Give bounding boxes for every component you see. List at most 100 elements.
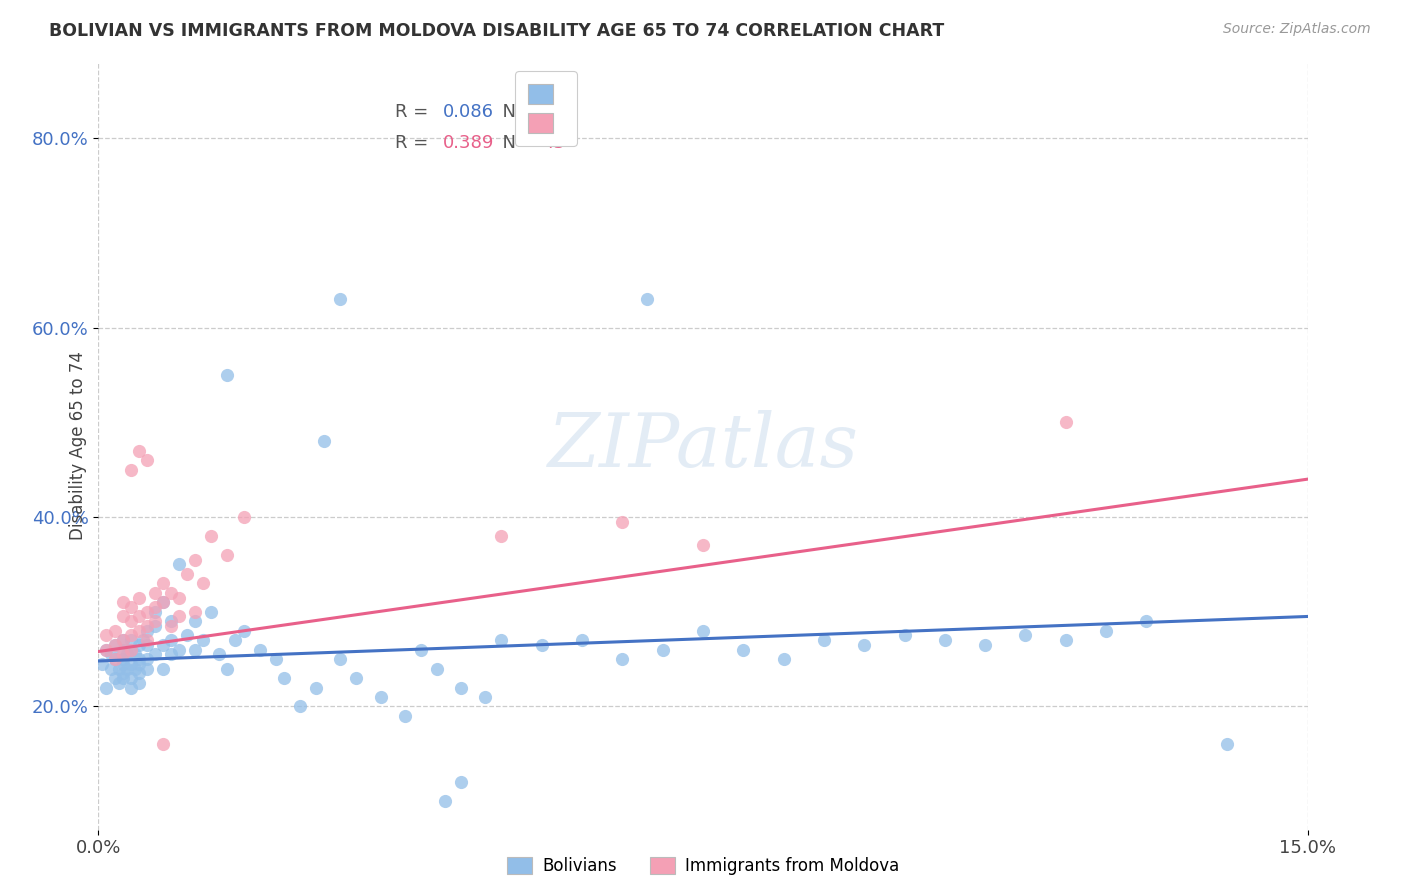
Point xyxy=(217,662,239,676)
Point xyxy=(232,624,254,638)
Point xyxy=(111,595,134,609)
Text: 43: 43 xyxy=(543,134,565,152)
Point xyxy=(115,662,138,676)
Point xyxy=(176,628,198,642)
Point xyxy=(128,638,150,652)
Point xyxy=(111,657,134,671)
Legend: , : , xyxy=(515,71,576,145)
Point xyxy=(571,633,593,648)
Text: 86: 86 xyxy=(543,103,565,121)
Point xyxy=(370,690,392,704)
Point xyxy=(115,648,138,662)
Point xyxy=(1095,624,1118,638)
Point xyxy=(100,662,122,676)
Point xyxy=(184,605,207,619)
Point xyxy=(167,609,190,624)
Point xyxy=(135,638,157,652)
Point xyxy=(128,666,150,681)
Point xyxy=(135,453,157,467)
Point xyxy=(143,605,166,619)
Point xyxy=(152,595,174,609)
Point xyxy=(128,591,150,605)
Point xyxy=(176,566,198,581)
Point xyxy=(733,642,755,657)
Point xyxy=(120,671,142,685)
Point xyxy=(120,628,142,642)
Point xyxy=(143,586,166,600)
Point xyxy=(184,642,207,657)
Point xyxy=(426,662,449,676)
Point xyxy=(103,624,125,638)
Point xyxy=(107,675,129,690)
Point xyxy=(128,657,150,671)
Point xyxy=(120,681,142,695)
Point xyxy=(135,652,157,666)
Point xyxy=(249,642,271,657)
Point xyxy=(217,548,239,562)
Point xyxy=(91,657,114,671)
Point xyxy=(612,652,634,666)
Text: R =: R = xyxy=(395,103,433,121)
Point xyxy=(160,586,183,600)
Point xyxy=(111,633,134,648)
Point xyxy=(152,662,174,676)
Text: ZIPatlas: ZIPatlas xyxy=(547,409,859,483)
Point xyxy=(167,642,190,657)
Text: 0.086: 0.086 xyxy=(443,103,494,121)
Point xyxy=(450,681,472,695)
Point xyxy=(314,434,336,449)
Point xyxy=(135,662,157,676)
Point xyxy=(120,633,142,648)
Point xyxy=(128,443,150,458)
Point xyxy=(208,648,231,662)
Point xyxy=(224,633,246,648)
Point xyxy=(200,605,222,619)
Point xyxy=(273,671,295,685)
Point xyxy=(120,642,142,657)
Point xyxy=(120,657,142,671)
Point xyxy=(143,619,166,633)
Point xyxy=(120,642,142,657)
Point xyxy=(193,633,215,648)
Point xyxy=(167,591,190,605)
Point xyxy=(193,576,215,591)
Point xyxy=(111,648,134,662)
Point xyxy=(893,628,915,642)
Point xyxy=(135,605,157,619)
Point xyxy=(160,648,183,662)
Point xyxy=(1014,628,1036,642)
Point xyxy=(132,633,155,648)
Point xyxy=(636,292,658,306)
Point xyxy=(329,652,352,666)
Point xyxy=(813,633,835,648)
Point xyxy=(143,599,166,614)
Point xyxy=(772,652,794,666)
Point xyxy=(200,529,222,543)
Text: BOLIVIAN VS IMMIGRANTS FROM MOLDOVA DISABILITY AGE 65 TO 74 CORRELATION CHART: BOLIVIAN VS IMMIGRANTS FROM MOLDOVA DISA… xyxy=(49,22,945,40)
Text: 0.389: 0.389 xyxy=(443,134,495,152)
Point xyxy=(96,681,118,695)
Point xyxy=(152,595,174,609)
Point xyxy=(692,538,714,552)
Point xyxy=(96,642,118,657)
Point xyxy=(103,638,125,652)
Point xyxy=(152,638,174,652)
Text: N =: N = xyxy=(492,134,543,152)
Point xyxy=(409,642,432,657)
Point xyxy=(264,652,287,666)
Point xyxy=(111,633,134,648)
Point xyxy=(160,619,183,633)
Point xyxy=(1054,633,1077,648)
Point xyxy=(394,709,416,723)
Point xyxy=(160,633,183,648)
Point xyxy=(111,666,134,681)
Point xyxy=(450,775,472,789)
Point xyxy=(1135,614,1157,628)
Text: N =: N = xyxy=(492,103,543,121)
Point xyxy=(135,633,157,648)
Point xyxy=(434,794,457,808)
Point xyxy=(143,614,166,628)
Point xyxy=(305,681,328,695)
Point xyxy=(103,671,125,685)
Point xyxy=(103,652,125,666)
